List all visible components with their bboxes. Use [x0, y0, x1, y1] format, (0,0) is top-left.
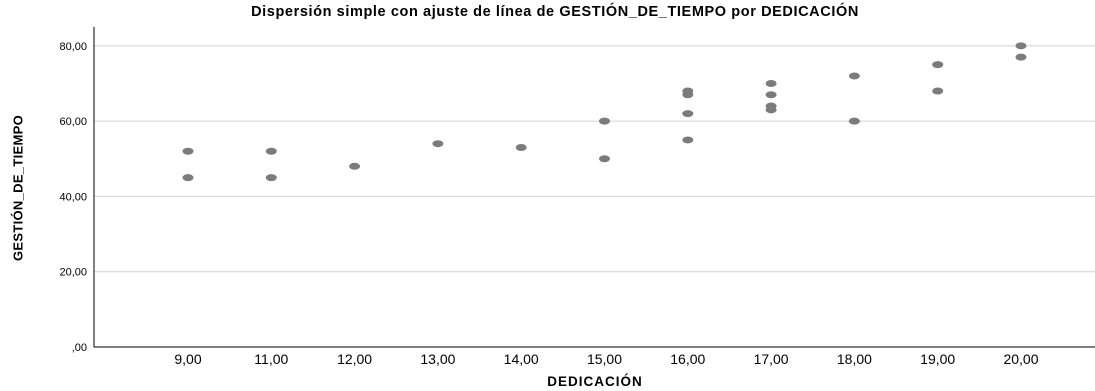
x-tick-label: 18,00 — [837, 351, 872, 367]
y-tick-label: 80,00 — [59, 41, 87, 53]
data-point — [765, 79, 777, 87]
y-tick-label: 60,00 — [59, 116, 87, 128]
x-tick-label: 9,00 — [174, 351, 201, 367]
data-point — [599, 117, 610, 125]
chart-title: Dispersión simple con ajuste de línea de… — [251, 4, 859, 20]
data-point — [265, 174, 277, 182]
x-tick-label: 12,00 — [337, 351, 372, 367]
x-tick-label: 15,00 — [587, 351, 622, 367]
data-point — [682, 136, 694, 144]
data-point — [265, 147, 277, 155]
data-point — [932, 61, 944, 69]
data-point — [432, 140, 444, 148]
x-tick-label: 17,00 — [754, 351, 789, 367]
x-tick-label: 16,00 — [670, 351, 705, 367]
data-point — [848, 72, 860, 80]
data-point — [848, 117, 860, 125]
y-tick-label: ,00 — [72, 342, 87, 354]
data-point — [682, 110, 694, 118]
data-point — [182, 147, 194, 155]
y-axis-label: GESTIÓN_DE_TIEMPO — [10, 115, 26, 261]
data-point — [1015, 42, 1027, 50]
y-tick-label: 40,00 — [59, 191, 87, 203]
data-point — [515, 143, 527, 151]
data-point — [1015, 53, 1027, 61]
data-point — [765, 91, 777, 99]
data-point — [599, 155, 610, 163]
x-axis-label: DEDICACIÓN — [547, 374, 643, 389]
data-point — [765, 106, 777, 114]
x-tick-label: 14,00 — [504, 351, 539, 367]
data-point — [182, 174, 194, 182]
data-point — [682, 91, 694, 99]
data-point — [349, 162, 361, 170]
x-tick-label: 13,00 — [420, 351, 455, 367]
y-tick-label: 20,00 — [59, 267, 87, 279]
x-tick-label: 19,00 — [920, 351, 955, 367]
x-tick-label: 11,00 — [254, 351, 288, 367]
x-tick-label: 20,00 — [1003, 351, 1038, 367]
data-point — [932, 87, 944, 95]
